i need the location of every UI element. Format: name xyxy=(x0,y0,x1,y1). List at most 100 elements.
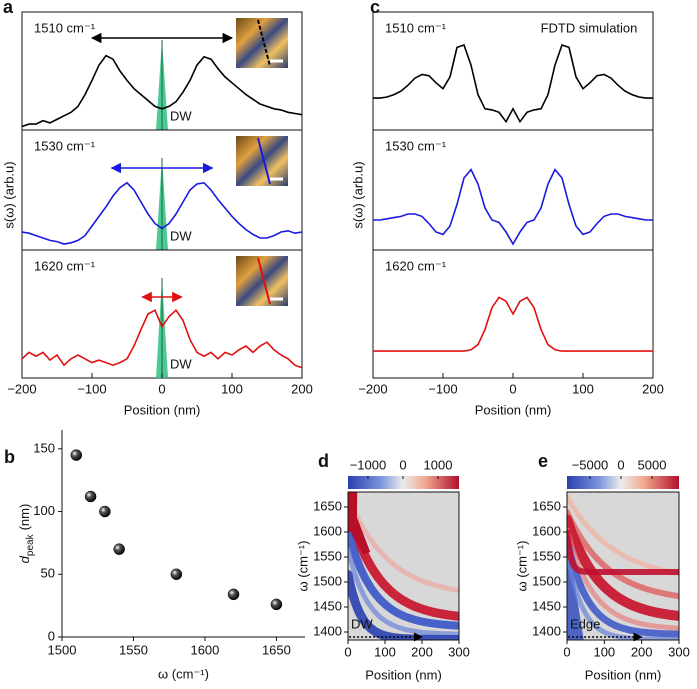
subplot-label: 1620 cm⁻¹ xyxy=(34,258,96,273)
heatmap-band xyxy=(567,536,679,638)
y-tick-label: 150 xyxy=(33,440,55,455)
colorbar-tick-label: −1000 xyxy=(350,457,387,472)
y-label-symbol: d xyxy=(17,555,32,563)
x-tick-label: 0 xyxy=(344,644,351,659)
y-axis-label: s(ω) (arb.u) xyxy=(1,161,16,228)
heatmap-blob xyxy=(348,492,371,555)
panel-letter: b xyxy=(4,447,15,467)
x-tick-label: 0 xyxy=(509,381,516,396)
subplot-label: 1510 cm⁻¹ xyxy=(385,20,447,35)
point xyxy=(227,588,240,601)
line xyxy=(21,308,303,369)
colorbar-tick-label: −5000 xyxy=(572,457,609,472)
x-axis-label: Position (nm) xyxy=(124,402,201,417)
x-tick-label: 100 xyxy=(593,644,615,659)
x-tick-label: 200 xyxy=(411,644,433,659)
panel-letter: e xyxy=(538,451,548,471)
annotation: FDTD simulation xyxy=(541,20,638,35)
x-tick-label: 100 xyxy=(572,381,594,396)
y-tick-label: 1600 xyxy=(313,523,342,538)
point xyxy=(99,505,111,518)
panel-letter: d xyxy=(318,451,329,471)
colorbar-tick-label: 0 xyxy=(617,457,624,472)
colorbar-tick-label: 5000 xyxy=(638,457,667,472)
annotation: DW xyxy=(170,356,192,371)
x-tick-label: 1600 xyxy=(190,642,219,657)
heatmap-band xyxy=(348,570,459,640)
colorbar-tick-label: 0 xyxy=(399,457,406,472)
heatmap-band xyxy=(567,547,679,640)
x-axis-label: ω (cm⁻¹) xyxy=(158,666,209,681)
y-axis-label: s(ω) (arb.u) xyxy=(350,161,365,228)
panel-letter: c xyxy=(370,0,380,17)
y-label-unit: (nm) xyxy=(17,504,32,531)
y-tick-label: 1650 xyxy=(532,498,561,513)
y-tick-label: 1400 xyxy=(532,623,561,638)
point xyxy=(170,568,183,581)
heatmap-band xyxy=(567,529,679,575)
heatmap-band xyxy=(567,509,679,600)
x-tick-label: 100 xyxy=(221,381,243,396)
annotation: DW xyxy=(170,228,192,243)
colorbar xyxy=(567,476,679,489)
inset-trace xyxy=(257,19,271,67)
y-tick-label: 0 xyxy=(48,628,55,643)
colorbar xyxy=(348,476,459,489)
x-tick-label: −200 xyxy=(7,381,36,396)
y-label-subscript: peak xyxy=(25,533,36,556)
y-tick-label: 1500 xyxy=(532,573,561,588)
x-axis-label: Position (nm) xyxy=(475,402,552,417)
y-tick-label: 1400 xyxy=(313,623,342,638)
heatmap-band xyxy=(348,528,459,630)
x-tick-label: 1550 xyxy=(119,642,148,657)
plot-frame xyxy=(566,491,680,641)
y-tick-label: 1650 xyxy=(313,498,342,513)
point xyxy=(113,543,125,555)
y-tick-label: 100 xyxy=(33,503,55,518)
x-axis-label: Position (nm) xyxy=(585,667,662,682)
y-tick-label: 1450 xyxy=(532,598,561,613)
heatmap-image xyxy=(348,492,459,640)
line xyxy=(21,54,303,128)
x-tick-label: 1650 xyxy=(262,642,291,657)
point xyxy=(270,598,283,611)
heatmap-image xyxy=(567,492,679,640)
heatmap-band xyxy=(567,514,679,621)
y-tick-label: 1450 xyxy=(313,598,342,613)
line xyxy=(373,43,653,124)
inset-trace xyxy=(257,137,271,185)
axes xyxy=(61,430,305,638)
x-tick-label: 0 xyxy=(563,644,570,659)
x-tick-label: −100 xyxy=(428,381,457,396)
plot-frame xyxy=(347,491,460,641)
x-tick-label: −100 xyxy=(77,381,106,396)
line xyxy=(373,168,653,246)
y-tick-label: 1500 xyxy=(313,573,342,588)
annotation: Edge xyxy=(570,616,600,631)
x-tick-label: 100 xyxy=(374,644,396,659)
line xyxy=(373,296,653,352)
x-tick-label: 0 xyxy=(158,381,165,396)
x-tick-label: 300 xyxy=(668,644,690,659)
y-tick-label: 1550 xyxy=(313,548,342,563)
inset-trace xyxy=(257,257,271,305)
y-tick-label: 1550 xyxy=(532,548,561,563)
y-axis-label: ω (cm⁻¹) xyxy=(514,541,529,592)
colorbar-tick-label: 1000 xyxy=(424,457,453,472)
x-tick-label: 200 xyxy=(642,381,664,396)
x-axis-label: Position (nm) xyxy=(365,667,442,682)
subplot-label: 1530 cm⁻¹ xyxy=(34,138,96,153)
annotation: DW xyxy=(351,616,373,631)
heatmap-band xyxy=(348,505,459,621)
y-tick-label: 50 xyxy=(41,566,55,581)
x-tick-label: 300 xyxy=(448,644,470,659)
panel-letter: a xyxy=(3,0,14,17)
heatmap-band xyxy=(567,527,679,631)
y-axis-label: dpeak (nm) xyxy=(17,504,35,564)
x-tick-label: −200 xyxy=(358,381,387,396)
x-tick-label: 1500 xyxy=(48,642,77,657)
x-tick-label: 200 xyxy=(291,381,313,396)
subplot-label: 1530 cm⁻¹ xyxy=(385,138,447,153)
heatmap-band xyxy=(348,494,459,593)
annotation: DW xyxy=(170,108,192,123)
